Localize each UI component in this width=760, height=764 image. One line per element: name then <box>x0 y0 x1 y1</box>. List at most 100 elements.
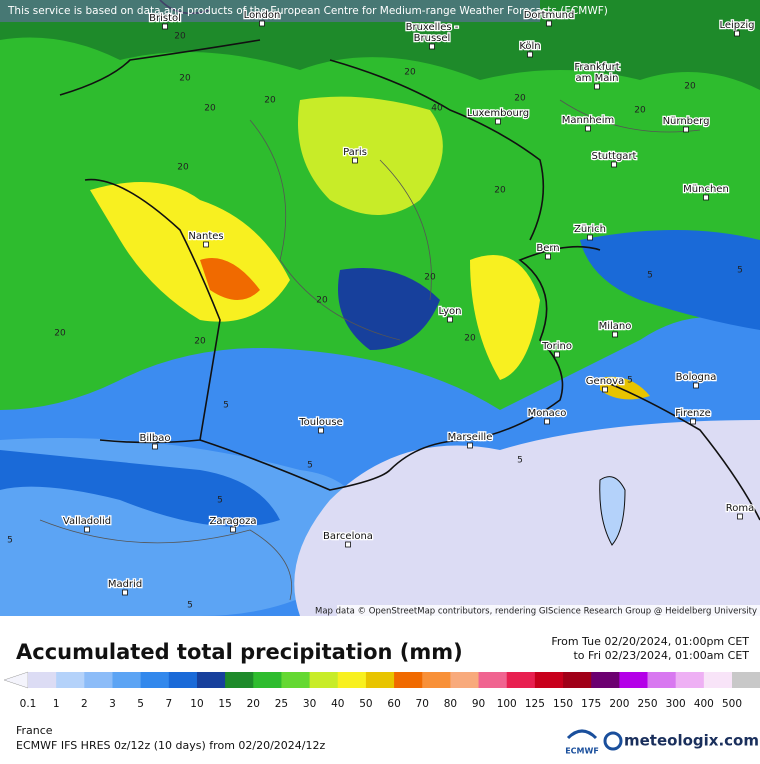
model-info: ECMWF IFS HRES 0z/12z (10 days) from 02/… <box>16 739 326 752</box>
city-label: Zaragoza <box>209 516 256 527</box>
city-marker <box>352 157 358 164</box>
brand-icon <box>603 731 623 751</box>
city-label: Genova <box>586 376 624 387</box>
scale-box <box>703 672 733 688</box>
scale-box <box>309 672 339 688</box>
scale-label: 125 <box>525 698 545 710</box>
city-label: Luxembourg <box>467 108 529 119</box>
contour-label: 5 <box>217 496 223 506</box>
map-attribution: Map data © OpenStreetMap contributors, r… <box>315 607 757 617</box>
scale-box <box>337 672 367 688</box>
city-marker <box>587 234 593 241</box>
scale-label: 40 <box>331 698 344 710</box>
city-marker <box>429 43 435 50</box>
scale-box <box>365 672 395 688</box>
scale-label: 3 <box>109 698 116 710</box>
city-marker <box>690 418 696 425</box>
period-from: From Tue 02/20/2024, 01:00pm CET <box>551 635 749 648</box>
scale-box <box>450 672 480 688</box>
city-label: Nürnberg <box>663 116 710 127</box>
region: France <box>16 724 53 737</box>
city-marker <box>602 386 608 393</box>
city-label: London <box>244 10 281 21</box>
city-marker <box>737 513 743 520</box>
city-label: Barcelona <box>323 531 373 542</box>
scale-label: 250 <box>637 698 657 710</box>
period-to: to Fri 02/23/2024, 01:00am CET <box>573 649 749 662</box>
scale-box <box>140 672 170 688</box>
city-marker <box>545 253 551 260</box>
ecmwf-text: ECMWF <box>565 747 599 756</box>
scale-label: 80 <box>444 698 457 710</box>
scale-label: 150 <box>553 698 573 710</box>
contour-label: 5 <box>737 266 743 276</box>
scale-box <box>253 672 282 688</box>
city-label: Brussel <box>414 33 451 44</box>
scale-label: 175 <box>581 698 601 710</box>
city-marker <box>467 442 473 449</box>
service-notice: This service is based on data and produc… <box>7 5 608 17</box>
contour-label: 20 <box>194 337 206 347</box>
city-label: Toulouse <box>298 417 342 428</box>
city-label: Mannheim <box>562 115 614 126</box>
scale-box <box>28 672 57 688</box>
city-marker <box>447 316 453 323</box>
scale-label: 15 <box>218 698 231 710</box>
city-label: Monaco <box>528 408 567 419</box>
scale-label: 10 <box>190 698 203 710</box>
city-marker <box>152 443 158 450</box>
city-label: Stuttgart <box>592 151 637 162</box>
contour-label: 20 <box>54 329 66 339</box>
city-label: Valladolid <box>63 516 111 527</box>
city-marker <box>84 526 90 533</box>
city-label: Roma <box>726 503 755 514</box>
scale-label: 100 <box>497 698 517 710</box>
scale-box <box>591 672 620 688</box>
contour-label: 20 <box>514 94 526 104</box>
city-label: Bologna <box>676 372 717 383</box>
city-marker <box>527 51 533 58</box>
scale-box <box>478 672 508 688</box>
contour-label: 20 <box>494 186 506 196</box>
city-label: Lyon <box>438 306 461 317</box>
scale-box <box>225 672 254 688</box>
contour-label: 5 <box>627 376 633 386</box>
scale-label: 5 <box>137 698 144 710</box>
scale-label: 7 <box>165 698 172 710</box>
contour-label: 5 <box>7 536 13 546</box>
city-label: Nantes <box>188 231 223 242</box>
city-label: Paris <box>343 147 367 158</box>
scale-box <box>534 672 564 688</box>
scale-label: 70 <box>416 698 429 710</box>
scale-box <box>168 672 198 688</box>
scale-box <box>196 672 226 688</box>
color-scale: 0.1 1 2 3 5 7 10 15 20 25 30 40 50 60 70 80 90 100 125 150 1… <box>3 671 760 710</box>
city-label: Köln <box>519 41 540 52</box>
scale-label: 50 <box>359 698 372 710</box>
ecmwf-logo: ECMWF <box>565 729 599 756</box>
scale-box <box>647 672 677 688</box>
scale-label: 400 <box>694 698 714 710</box>
brand[interactable]: meteologix.com <box>624 732 759 750</box>
city-label: am Main <box>576 73 619 84</box>
scale-box <box>619 672 649 688</box>
scale-box <box>563 672 592 688</box>
scale-label: 200 <box>609 698 629 710</box>
scale-box <box>394 672 423 688</box>
contour-label: 5 <box>647 271 653 281</box>
contour-label: 5 <box>223 401 229 411</box>
scale-box <box>112 672 142 688</box>
city-marker <box>585 125 591 132</box>
contour-label: 40 <box>431 104 443 114</box>
contour-label: 20 <box>179 74 191 84</box>
city-marker <box>703 194 709 201</box>
city-marker <box>259 20 265 27</box>
city-marker <box>203 241 209 248</box>
city-marker <box>162 23 168 30</box>
scale-label: 1 <box>53 698 60 710</box>
city-label: Marseille <box>448 432 493 443</box>
city-marker <box>230 526 236 533</box>
scale-box <box>422 672 451 688</box>
city-label: Zürich <box>574 224 606 235</box>
city-label: Frankfurt <box>574 62 619 73</box>
